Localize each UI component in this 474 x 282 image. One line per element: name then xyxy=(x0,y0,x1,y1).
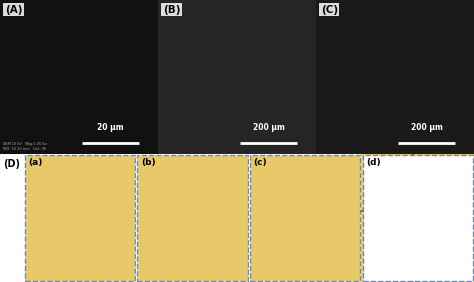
FancyBboxPatch shape xyxy=(137,155,248,281)
Text: Cell: Cell xyxy=(452,168,466,177)
Text: Cell: Cell xyxy=(452,258,466,267)
Text: Cell: Cell xyxy=(369,168,383,177)
Ellipse shape xyxy=(406,210,474,282)
Text: (d): (d) xyxy=(366,158,381,167)
Text: (b): (b) xyxy=(141,158,155,167)
Text: 20 μm: 20 μm xyxy=(97,123,124,132)
FancyBboxPatch shape xyxy=(25,155,135,281)
Circle shape xyxy=(172,228,195,254)
Text: (a): (a) xyxy=(28,158,43,167)
Text: Cell: Cell xyxy=(197,213,210,220)
Text: SEM 10 kV   Mag 1.00 k×
WD: 10.10 mm   Det: SE: SEM 10 kV Mag 1.00 k× WD: 10.10 mm Det: … xyxy=(3,142,48,151)
Circle shape xyxy=(208,229,226,250)
Text: 200 μm: 200 μm xyxy=(410,123,443,132)
Text: Cell: Cell xyxy=(272,238,286,247)
Text: (A): (A) xyxy=(5,5,22,15)
Circle shape xyxy=(203,173,223,196)
Text: (D): (D) xyxy=(3,159,20,169)
Circle shape xyxy=(168,169,190,195)
Circle shape xyxy=(194,204,214,227)
Ellipse shape xyxy=(301,221,355,272)
Text: 200 μm: 200 μm xyxy=(253,123,284,132)
Text: (B): (B) xyxy=(163,5,180,15)
Ellipse shape xyxy=(255,218,304,269)
FancyBboxPatch shape xyxy=(363,155,473,281)
Text: (c): (c) xyxy=(253,158,267,167)
Circle shape xyxy=(155,200,173,221)
Text: (C): (C) xyxy=(321,5,338,15)
Ellipse shape xyxy=(304,161,356,215)
Text: Cell: Cell xyxy=(369,258,383,267)
Text: (B): (B) xyxy=(163,5,180,15)
Ellipse shape xyxy=(316,128,429,226)
Text: Cell: Cell xyxy=(320,240,335,249)
Text: (A): (A) xyxy=(5,5,22,15)
Text: Cell: Cell xyxy=(323,182,337,191)
Ellipse shape xyxy=(406,128,474,226)
Text: Cell: Cell xyxy=(275,184,290,193)
Ellipse shape xyxy=(316,210,429,282)
FancyBboxPatch shape xyxy=(250,155,360,281)
Ellipse shape xyxy=(255,164,310,215)
Text: (C): (C) xyxy=(321,5,338,15)
